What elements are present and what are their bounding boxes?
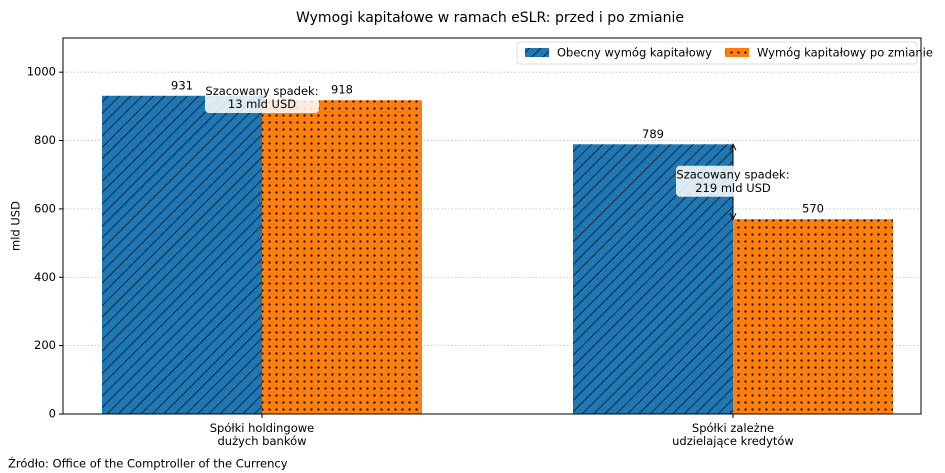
value-label: 789: [642, 127, 664, 141]
chart-title: Wymogi kapitałowe w ramach eSLR: przed i…: [296, 10, 684, 26]
y-tick-label: 800: [34, 133, 56, 147]
x-tick-label: Spółki holdingowe dużych banków: [210, 421, 315, 448]
y-axis-label: mld USD: [9, 201, 23, 251]
value-label: 570: [802, 202, 824, 216]
bar-pattern: [733, 219, 893, 414]
y-tick-label: 200: [34, 338, 56, 352]
x-tick-label: Spółki zależne udzielające kredytów: [672, 421, 794, 448]
legend-label: Wymóg kapitałowy po zmianie: [757, 46, 933, 60]
y-tick-label: 0: [49, 407, 56, 421]
bar-pattern: [262, 100, 422, 414]
bar-pattern: [102, 95, 262, 414]
value-label: 931: [171, 78, 193, 92]
legend-box: [516, 41, 918, 65]
annotation: Szacowany spadek: 13 mld USD: [205, 83, 318, 110]
plot-frame: [62, 37, 922, 415]
y-tick-label: 600: [34, 201, 56, 215]
legend-swatch-pattern: [725, 48, 749, 57]
arrow-head: [729, 212, 737, 221]
annotation-box: [205, 81, 319, 113]
source: Źródło: Office of the Comptroller of the…: [8, 456, 288, 471]
legend-swatch-pattern: [525, 48, 549, 57]
y-tick-label: 1000: [27, 65, 56, 79]
legend: Obecny wymóg kapitałowy Wymóg kapitałowy …: [516, 41, 933, 65]
annotation-box: [676, 165, 790, 197]
annotation: Szacowany spadek: 219 mld USD: [676, 167, 789, 194]
legend-label: Obecny wymóg kapitałowy: [557, 46, 712, 60]
y-tick-label: 400: [34, 270, 56, 284]
arrow-head: [729, 143, 737, 151]
value-label: 918: [331, 83, 353, 97]
